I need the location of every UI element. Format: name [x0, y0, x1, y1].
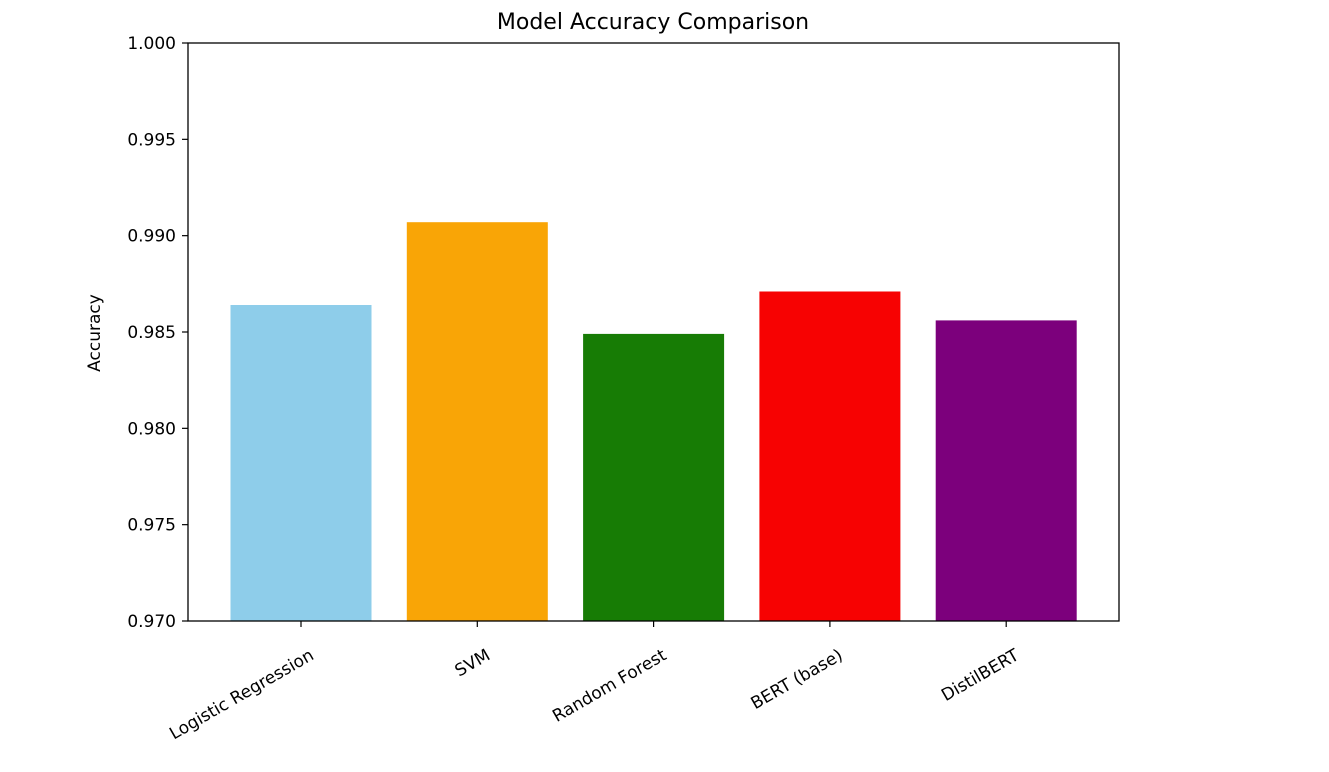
x-axis: Logistic Regression SVM Random Forest BERT … — [166, 621, 1023, 744]
x-tick-label: DistilBERT — [938, 645, 1023, 706]
y-tick-label: 0.980 — [127, 419, 176, 439]
x-tick-label: BERT (base) — [748, 645, 847, 714]
y-tick-label: 0.975 — [127, 516, 176, 536]
y-tick-label: 0.995 — [127, 130, 176, 150]
y-tick-label: 0.985 — [127, 323, 176, 343]
y-tick-label: 1.000 — [127, 34, 176, 54]
y-tick-label: 0.970 — [127, 612, 176, 632]
x-tick-label: Logistic Regression — [166, 645, 317, 744]
bars-layer — [230, 222, 1077, 621]
x-tick-label: Random Forest — [549, 645, 670, 726]
bar-distilbert — [935, 320, 1077, 621]
chart-title: Model Accuracy Comparison — [497, 10, 809, 35]
plot-frame — [187, 42, 1120, 622]
x-tick-label: SVM — [452, 645, 494, 681]
bar-logistic-regression — [230, 305, 372, 621]
bar-bert-base — [759, 291, 901, 621]
y-tick-label: 0.990 — [127, 227, 176, 247]
bar-svm — [406, 222, 548, 621]
y-axis-label: Accuracy — [85, 294, 105, 372]
y-axis: 0.970 0.975 0.980 0.985 0.990 0.995 1.000 — [127, 34, 188, 632]
bar-random-forest — [583, 333, 725, 621]
